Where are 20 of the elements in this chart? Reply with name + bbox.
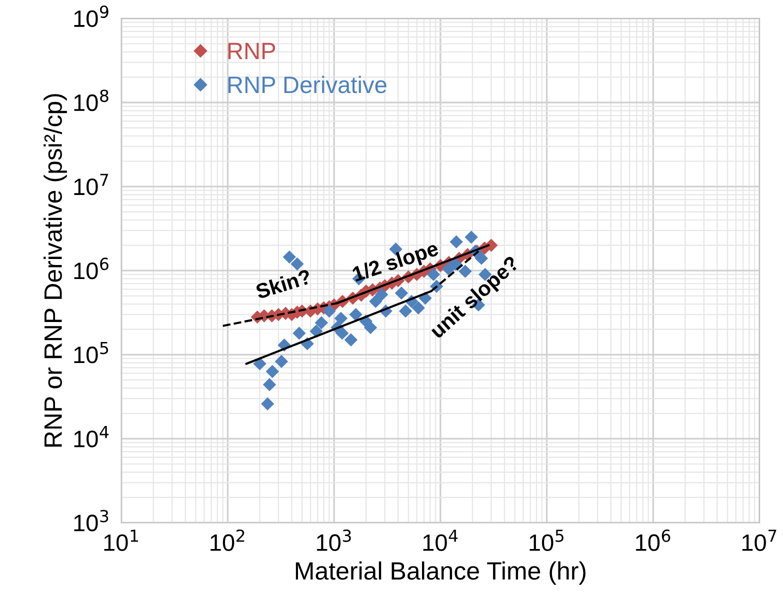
x-tick-label: 10$^{2}$ bbox=[210, 529, 244, 552]
x-tick-label: 10$^{1}$ bbox=[104, 530, 138, 552]
y-tick-label: 10$^{9}$ bbox=[74, 6, 108, 28]
legend-label: RNP bbox=[228, 42, 276, 60]
y-tick-label: 10$^{8}$ bbox=[74, 90, 108, 112]
y-tick-label: 10$^{7}$ bbox=[74, 174, 108, 196]
y-tick-label: 10$^{5}$ bbox=[74, 342, 108, 364]
legend-label: RNP Derivative bbox=[228, 76, 386, 94]
x-tick-label: 10$^{7}$ bbox=[742, 530, 776, 552]
annotation: 1/2 slope bbox=[352, 240, 440, 286]
x-tick-label: 10$^{3}$ bbox=[316, 529, 351, 552]
x-tick-label: 10$^{6}$ bbox=[636, 529, 670, 552]
x-tick-label: 10$^{5}$ bbox=[530, 530, 564, 552]
x-tick-label: 10$^{4}$ bbox=[423, 530, 458, 552]
x-axis-title: Material Balance Time (hr) bbox=[296, 561, 586, 585]
y-axis-title: RNP or RNP Derivative (psi²/cp) bbox=[44, 94, 67, 447]
y-tick-label: 10$^{3}$ bbox=[74, 510, 108, 532]
y-tick-label: 10$^{4}$ bbox=[74, 426, 109, 448]
y-tick-label: 10$^{6}$ bbox=[74, 258, 108, 280]
annotation: Skin? bbox=[254, 268, 312, 300]
